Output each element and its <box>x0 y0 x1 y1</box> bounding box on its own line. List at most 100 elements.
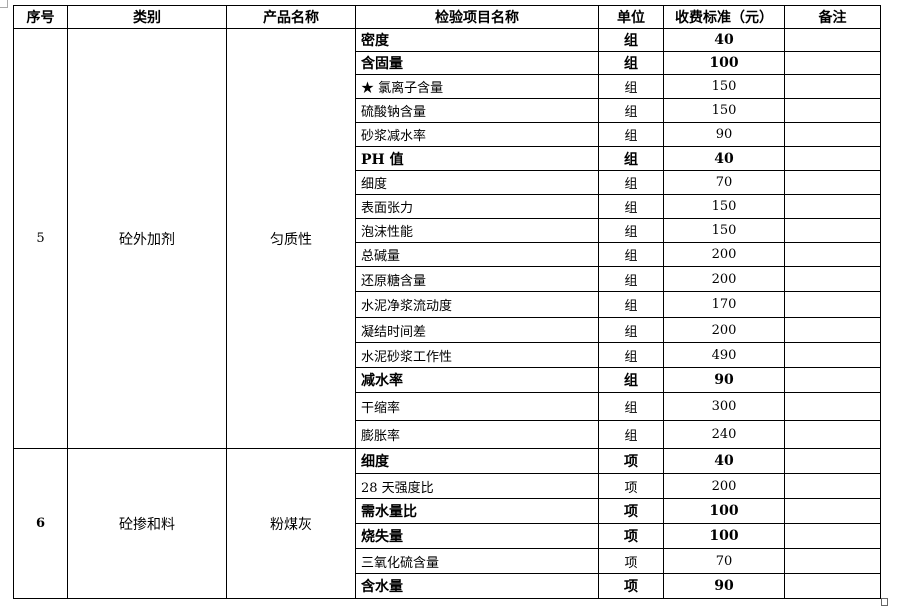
table-row: 还原糖含量组 200 <box>14 266 881 292</box>
item-name: 密度 <box>355 28 599 52</box>
item-unit: 项 <box>598 448 664 474</box>
item-remark <box>784 194 881 219</box>
table-row: 减水率组 90 <box>14 367 881 393</box>
item-remark <box>784 218 881 243</box>
table-row: 膨胀率组 240 <box>14 420 881 449</box>
group-product: 粉煤灰 <box>226 448 356 599</box>
item-price: 40 <box>663 448 785 474</box>
item-unit: 组 <box>598 317 664 343</box>
table-row: 含水量项 90 <box>14 573 881 599</box>
page-corner-mark <box>0 0 8 8</box>
group-category: 砼外加剂 <box>67 28 227 449</box>
item-name: 泡沫性能 <box>355 218 599 243</box>
table-row: 凝结时间差组 200 <box>14 317 881 343</box>
item-unit: 项 <box>598 523 664 549</box>
table-row: 5 砼外加剂 匀质性 密度组 40 <box>13 28 881 449</box>
item-remark <box>784 573 881 599</box>
item-price: 70 <box>663 170 785 195</box>
header-unit: 单位 <box>598 5 664 29</box>
item-name: 砂浆减水率 <box>355 122 599 147</box>
item-remark <box>784 170 881 195</box>
item-unit: 组 <box>598 74 664 99</box>
item-price: 200 <box>663 266 785 292</box>
header-remark: 备注 <box>784 5 881 29</box>
item-remark <box>784 392 881 421</box>
item-price: 200 <box>663 317 785 343</box>
item-remark <box>784 74 881 99</box>
item-unit: 组 <box>598 420 664 449</box>
item-remark <box>784 122 881 147</box>
item-price: 70 <box>663 548 785 574</box>
header-item: 检验项目名称 <box>355 5 599 29</box>
item-name: 28 天强度比 <box>355 473 599 499</box>
item-unit: 组 <box>598 242 664 267</box>
item-unit: 项 <box>598 573 664 599</box>
item-price: 90 <box>663 573 785 599</box>
item-name: 三氧化硫含量 <box>355 548 599 574</box>
item-price: 240 <box>663 420 785 449</box>
item-price: 40 <box>663 146 785 171</box>
item-name: PH 值 <box>355 146 599 171</box>
fee-table: 序号 类别 产品名称 检验项目名称 单位 收费标准（元） 备注 5 砼外加剂 匀质性… <box>13 5 881 599</box>
group-no: 5 <box>13 28 68 449</box>
item-unit: 组 <box>598 170 664 195</box>
item-name: 干缩率 <box>355 392 599 421</box>
item-name: 表面张力 <box>355 194 599 219</box>
table-row: 6 砼掺和料 粉煤灰 细度项 40 <box>13 448 881 599</box>
item-remark <box>784 473 881 499</box>
item-price: 150 <box>663 74 785 99</box>
item-price: 150 <box>663 218 785 243</box>
item-name: 总碱量 <box>355 242 599 267</box>
item-name: ★ 氯离子含量 <box>355 74 599 99</box>
header-row: 序号 类别 产品名称 检验项目名称 单位 收费标准（元） 备注 <box>13 5 881 29</box>
table-row: ★ 氯离子含量组 150 <box>14 74 881 99</box>
table-row: 细度组 70 <box>14 170 881 195</box>
item-unit: 组 <box>598 266 664 292</box>
header-price: 收费标准（元） <box>663 5 785 29</box>
table-row: 28 天强度比项 200 <box>14 473 881 499</box>
item-name: 含水量 <box>355 573 599 599</box>
item-name: 烧失量 <box>355 523 599 549</box>
item-name: 膨胀率 <box>355 420 599 449</box>
item-name: 凝结时间差 <box>355 317 599 343</box>
item-remark <box>784 51 881 75</box>
item-price: 490 <box>663 342 785 368</box>
item-unit: 组 <box>598 291 664 318</box>
item-name: 水泥净浆流动度 <box>355 291 599 318</box>
item-name: 含固量 <box>355 51 599 75</box>
item-name: 还原糖含量 <box>355 266 599 292</box>
item-price: 200 <box>663 242 785 267</box>
item-remark <box>784 291 881 318</box>
item-unit: 组 <box>598 122 664 147</box>
item-remark <box>784 98 881 123</box>
group-product: 匀质性 <box>226 28 356 449</box>
item-price: 90 <box>663 122 785 147</box>
item-name: 硫酸钠含量 <box>355 98 599 123</box>
item-price: 170 <box>663 291 785 318</box>
item-remark <box>784 242 881 267</box>
item-remark <box>784 342 881 368</box>
item-price: 200 <box>663 473 785 499</box>
item-remark <box>784 498 881 524</box>
table-row: 需水量比项 100 <box>14 498 881 524</box>
item-unit: 组 <box>598 367 664 393</box>
table-row: 含固量组 100 <box>14 51 881 75</box>
item-unit: 组 <box>598 51 664 75</box>
item-unit: 组 <box>598 98 664 123</box>
item-price: 100 <box>663 523 785 549</box>
item-unit: 组 <box>598 146 664 171</box>
item-name: 细度 <box>355 448 599 474</box>
item-price: 150 <box>663 194 785 219</box>
item-price: 90 <box>663 367 785 393</box>
item-remark <box>784 420 881 449</box>
item-name: 需水量比 <box>355 498 599 524</box>
item-price: 100 <box>663 51 785 75</box>
item-name: 细度 <box>355 170 599 195</box>
item-remark <box>784 266 881 292</box>
item-unit: 组 <box>598 342 664 368</box>
item-unit: 项 <box>598 548 664 574</box>
group-no: 6 <box>13 448 68 599</box>
item-unit: 组 <box>598 218 664 243</box>
table-row: 干缩率组 300 <box>14 392 881 421</box>
item-price: 40 <box>663 28 785 52</box>
